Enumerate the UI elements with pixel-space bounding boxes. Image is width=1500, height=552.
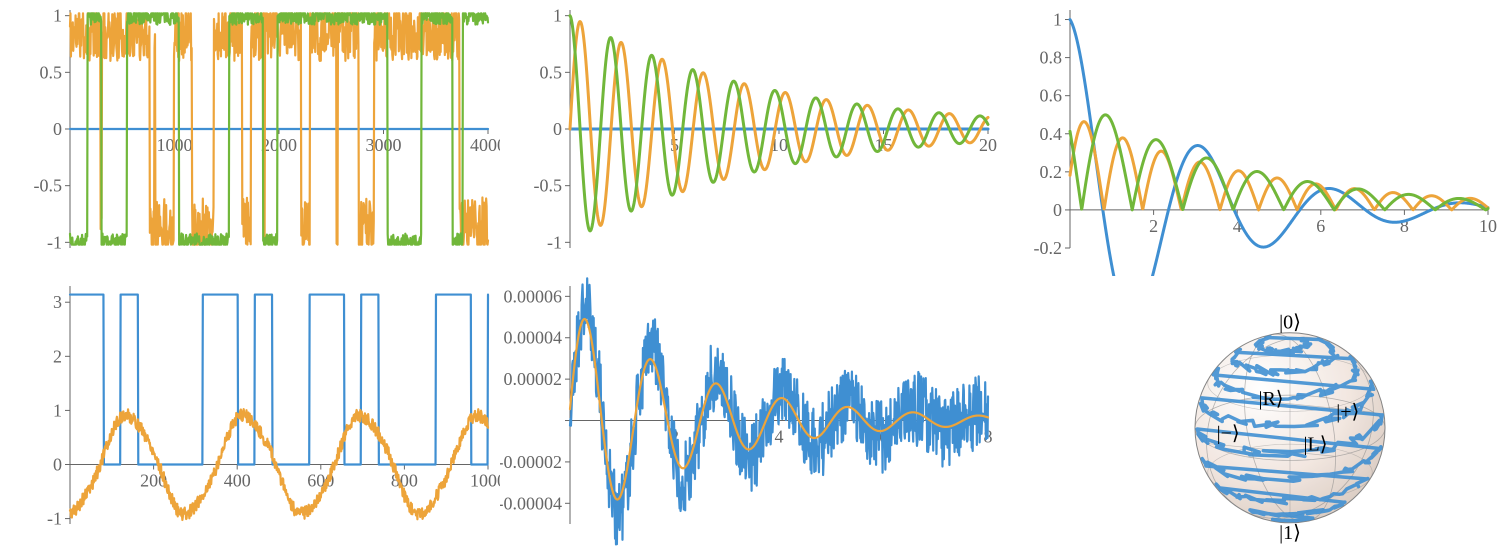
svg-text:0.00004: 0.00004 bbox=[504, 328, 563, 348]
svg-text:-1: -1 bbox=[47, 509, 62, 529]
svg-text:|−⟩: |−⟩ bbox=[1217, 422, 1240, 444]
svg-text:1: 1 bbox=[1053, 10, 1062, 30]
svg-text:-0.00004: -0.00004 bbox=[500, 493, 562, 513]
svg-text:0.4: 0.4 bbox=[1040, 124, 1063, 144]
svg-text:0.00006: 0.00006 bbox=[504, 286, 563, 306]
svg-text:10: 10 bbox=[1479, 216, 1497, 236]
figure-grid: -1-0.500.511000200030004000 -1-0.500.515… bbox=[0, 0, 1500, 552]
svg-text:1: 1 bbox=[553, 6, 562, 26]
svg-text:0.8: 0.8 bbox=[1040, 48, 1063, 68]
svg-text:400: 400 bbox=[224, 471, 251, 491]
svg-text:6: 6 bbox=[1316, 216, 1325, 236]
svg-text:-1: -1 bbox=[547, 232, 562, 252]
svg-text:3: 3 bbox=[53, 292, 62, 312]
svg-text:1: 1 bbox=[53, 400, 62, 420]
svg-text:-0.5: -0.5 bbox=[34, 176, 63, 196]
svg-text:|+⟩: |+⟩ bbox=[1336, 401, 1359, 423]
svg-text:|0⟩: |0⟩ bbox=[1279, 312, 1301, 334]
svg-text:0: 0 bbox=[1053, 200, 1062, 220]
svg-text:2: 2 bbox=[1149, 216, 1158, 236]
svg-text:-1: -1 bbox=[47, 232, 62, 252]
panel-2-3: |0⟩ |1⟩ |+⟩ |R⟩ |L⟩ |−⟩ bbox=[1000, 276, 1500, 552]
panel-1-2: -1-0.500.515101520 bbox=[500, 0, 1000, 276]
svg-text:0.00002: 0.00002 bbox=[504, 369, 563, 389]
svg-text:0.2: 0.2 bbox=[1040, 162, 1063, 182]
svg-text:1: 1 bbox=[53, 6, 62, 26]
svg-text:0: 0 bbox=[53, 455, 62, 475]
svg-text:-0.2: -0.2 bbox=[1034, 238, 1063, 258]
svg-text:1000: 1000 bbox=[470, 471, 500, 491]
svg-text:0.5: 0.5 bbox=[540, 62, 563, 82]
svg-text:0.6: 0.6 bbox=[1040, 86, 1063, 106]
panel-1-1: -1-0.500.511000200030004000 bbox=[0, 0, 500, 276]
svg-text:2: 2 bbox=[53, 346, 62, 366]
svg-text:3000: 3000 bbox=[366, 135, 402, 155]
svg-text:0: 0 bbox=[53, 119, 62, 139]
svg-text:|1⟩: |1⟩ bbox=[1279, 522, 1301, 544]
svg-text:-0.00002: -0.00002 bbox=[500, 452, 562, 472]
svg-text:|R⟩: |R⟩ bbox=[1258, 388, 1283, 410]
svg-text:4000: 4000 bbox=[470, 135, 500, 155]
svg-text:4: 4 bbox=[775, 427, 784, 447]
svg-text:0.5: 0.5 bbox=[40, 62, 63, 82]
panel-2-2: -0.00004-0.000020.000020.000040.00006246… bbox=[500, 276, 1000, 552]
panel-1-3: -0.200.20.40.60.81246810 bbox=[1000, 0, 1500, 276]
svg-text:20: 20 bbox=[979, 135, 997, 155]
panel-2-1: -101232004006008001000 bbox=[0, 276, 500, 552]
svg-text:-0.5: -0.5 bbox=[534, 176, 563, 196]
svg-text:2000: 2000 bbox=[261, 135, 297, 155]
svg-text:0: 0 bbox=[553, 119, 562, 139]
svg-text:|L⟩: |L⟩ bbox=[1304, 433, 1328, 455]
